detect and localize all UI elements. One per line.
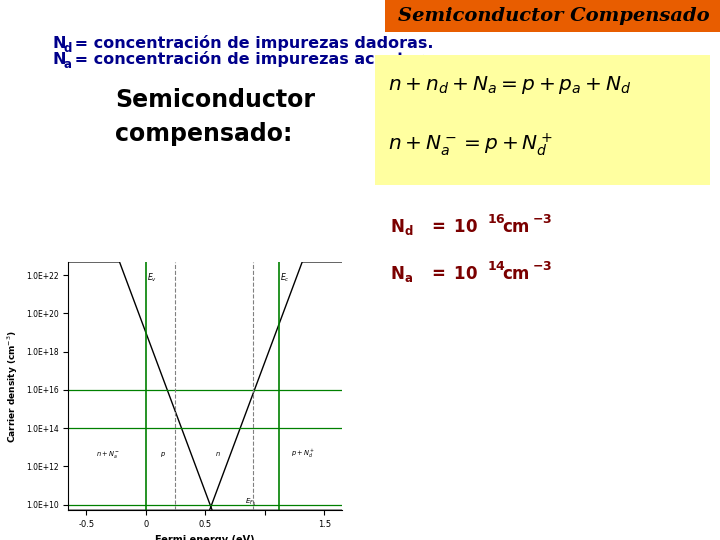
Text: $\mathbf{-3}$: $\mathbf{-3}$ [533, 213, 552, 226]
Text: $E_c$: $E_c$ [280, 272, 290, 285]
Text: N: N [52, 52, 66, 67]
Text: $\mathbf{16}$: $\mathbf{16}$ [487, 213, 505, 226]
Text: $n + n_d + N_a = p + p_a + N_d$: $n + n_d + N_a = p + p_a + N_d$ [388, 74, 631, 96]
Text: $n+N_a^-$: $n+N_a^-$ [96, 449, 120, 460]
Text: Semiconductor
compensado:: Semiconductor compensado: [115, 88, 315, 146]
Bar [385, 0, 720, 32]
Text: $\mathbf{= \ 10}$: $\mathbf{= \ 10}$ [428, 218, 477, 237]
Text: = concentración de impurezas dadoras.: = concentración de impurezas dadoras. [69, 35, 433, 51]
Text: Semiconductor Compensado: Semiconductor Compensado [398, 7, 710, 25]
Text: = concentración de impurezas aceptoras.: = concentración de impurezas aceptoras. [69, 51, 450, 67]
Text: $\mathbf{cm}$: $\mathbf{cm}$ [502, 265, 530, 283]
Text: $p$: $p$ [160, 450, 166, 459]
Text: N: N [52, 36, 66, 51]
Text: $n + N_a^- = p + N_d^+$: $n + N_a^- = p + N_d^+$ [388, 132, 554, 158]
X-axis label: Fermi energy (eV): Fermi energy (eV) [156, 535, 255, 540]
Text: $E_{F_1}$: $E_{F_1}$ [245, 496, 256, 508]
Text: $\mathbf{N_a}$: $\mathbf{N_a}$ [390, 264, 413, 284]
Text: $n$: $n$ [215, 450, 220, 458]
Text: $\mathbf{= \ 10}$: $\mathbf{= \ 10}$ [428, 265, 477, 283]
Text: $\mathbf{cm}$: $\mathbf{cm}$ [502, 218, 530, 237]
Text: $\mathbf{N_d}$: $\mathbf{N_d}$ [390, 217, 414, 238]
Text: $p+N_d^+$: $p+N_d^+$ [291, 448, 315, 460]
Text: $\mathbf{-3}$: $\mathbf{-3}$ [533, 260, 552, 273]
Text: d: d [63, 42, 71, 55]
Bar [375, 55, 710, 185]
Text: $E_v$: $E_v$ [147, 272, 157, 285]
Y-axis label: Carrier density (cm$^{-3}$): Carrier density (cm$^{-3}$) [6, 330, 20, 442]
Text: $\mathbf{14}$: $\mathbf{14}$ [487, 260, 505, 273]
Text: a: a [63, 58, 71, 71]
